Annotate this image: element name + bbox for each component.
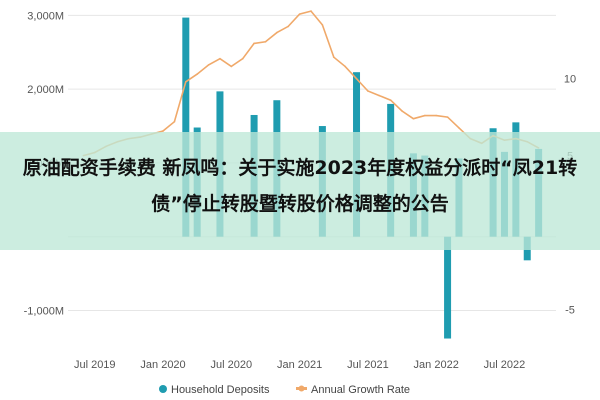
growth-rate-point <box>196 73 198 75</box>
growth-rate-point <box>446 116 449 118</box>
growth-rate-point <box>424 114 426 117</box>
growth-rate-point <box>367 90 369 92</box>
growth-rate-point <box>173 120 176 123</box>
x-tick-label: Jan 2020 <box>140 359 185 371</box>
growth-rate-point <box>435 114 437 117</box>
growth-rate-point <box>310 10 312 12</box>
x-tick-label: Jul 2021 <box>347 359 389 371</box>
growth-rate-point <box>412 117 415 120</box>
growth-rate-point <box>276 31 278 34</box>
x-axis: Jul 2019 Jan 2020 Jul 2020 Jan 2021 Jul 2021… <box>74 359 525 371</box>
growth-rate-point <box>344 65 346 68</box>
growth-rate-point <box>162 130 164 132</box>
y-right-tick-label: -5 <box>565 304 575 316</box>
growth-rate-point <box>332 56 335 58</box>
growth-rate-point <box>458 127 460 129</box>
legend: Household Deposits Annual Growth Rate <box>159 384 410 396</box>
growth-rate-point <box>401 110 403 112</box>
growth-rate-point <box>185 80 187 83</box>
caption-banner <box>0 132 600 250</box>
growth-rate-point <box>241 57 244 60</box>
y-right-tick-label: 10 <box>564 74 576 86</box>
legend-marker-household-deposits <box>159 385 167 393</box>
caption-text: 原油配资手续费 新凤鸣：关于实施2023年度权益分派时“凤21转债”停止转股暨转… <box>22 157 578 215</box>
growth-rate-point <box>207 64 210 66</box>
growth-rate-point <box>321 24 324 26</box>
growth-rate-point <box>219 57 221 60</box>
growth-rate-point <box>389 99 392 102</box>
legend-marker-annual-growth-rate-dot <box>298 385 305 392</box>
growth-rate-point <box>378 94 381 97</box>
growth-rate-point <box>264 41 267 43</box>
x-tick-label: Jan 2021 <box>277 359 322 371</box>
x-tick-label: Jul 2019 <box>74 359 116 371</box>
growth-rate-point <box>230 65 233 68</box>
x-tick-label: Jan 2022 <box>414 359 459 371</box>
y-left-tick-label: 3,000M <box>27 10 64 22</box>
growth-rate-point <box>355 77 358 80</box>
legend-label-household-deposits: Household Deposits <box>171 384 270 396</box>
bar <box>444 236 452 339</box>
growth-rate-point <box>253 42 255 45</box>
growth-rate-point <box>298 13 301 15</box>
bar <box>182 17 190 237</box>
x-tick-label: Jul 2020 <box>211 359 253 371</box>
y-left-tick-label: 2,000M <box>27 84 64 96</box>
x-tick-label: Jul 2022 <box>484 359 526 371</box>
legend-label-annual-growth-rate: Annual Growth Rate <box>311 384 410 396</box>
growth-rate-point <box>287 25 290 28</box>
y-left-tick-label: -1,000M <box>24 305 64 317</box>
